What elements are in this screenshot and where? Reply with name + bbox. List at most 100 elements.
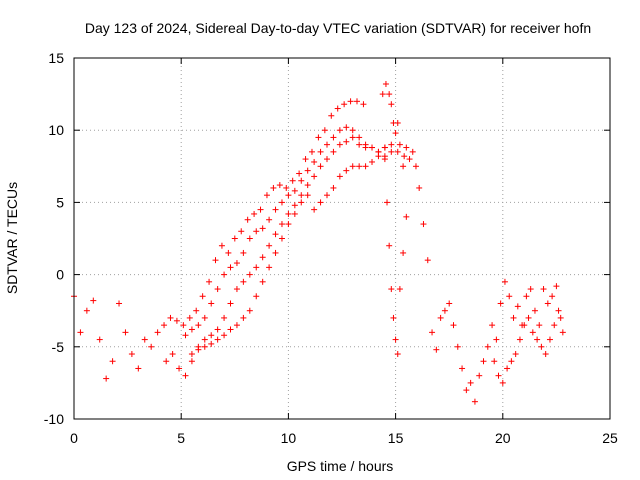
x-tick-label: 20: [495, 430, 511, 446]
data-point: [317, 199, 324, 206]
data-point: [396, 141, 403, 148]
data-point: [263, 192, 270, 199]
data-point: [278, 221, 285, 228]
data-point: [201, 336, 208, 343]
data-point: [463, 387, 470, 394]
data-point: [212, 257, 219, 264]
data-point: [259, 254, 266, 261]
data-point: [403, 213, 410, 220]
data-point: [182, 372, 189, 379]
data-point: [218, 242, 225, 249]
x-axis-label: GPS time / hours: [287, 458, 394, 474]
data-point: [384, 199, 391, 206]
data-point: [330, 184, 337, 191]
data-point: [285, 210, 292, 217]
data-point: [240, 278, 247, 285]
data-point: [148, 343, 155, 350]
data-point: [394, 148, 401, 155]
data-point: [272, 249, 279, 256]
data-point: [206, 278, 213, 285]
data-point: [394, 119, 401, 126]
data-point: [214, 286, 221, 293]
data-point: [225, 249, 232, 256]
data-point: [381, 144, 388, 151]
data-point: [454, 343, 461, 350]
data-point: [90, 297, 97, 304]
data-point: [251, 210, 258, 217]
grid: [74, 58, 610, 419]
data-point: [536, 322, 543, 329]
data-point: [542, 351, 549, 358]
data-point: [302, 156, 309, 163]
data-point: [233, 286, 240, 293]
data-point: [369, 144, 376, 151]
data-point: [246, 271, 253, 278]
y-tick-label: 10: [48, 122, 64, 138]
data-point: [467, 379, 474, 386]
data-point: [289, 177, 296, 184]
data-point: [394, 351, 401, 358]
data-point: [278, 199, 285, 206]
data-point: [253, 228, 260, 235]
plot-frame: [73, 57, 611, 420]
data-point: [343, 124, 350, 131]
data-point: [103, 375, 110, 382]
data-point: [163, 358, 170, 365]
data-point: [321, 127, 328, 134]
data-point: [291, 202, 298, 209]
axis-ticks: 0 5 10 15 20 25 -10 -5 0 5 10 15: [44, 50, 618, 446]
data-point: [424, 257, 431, 264]
data-point: [429, 329, 436, 336]
data-point: [516, 336, 523, 343]
series-0: [71, 98, 367, 382]
data-point: [433, 346, 440, 353]
data-point: [489, 322, 496, 329]
data-point: [221, 332, 228, 339]
data-point: [246, 307, 253, 314]
data-point: [523, 293, 530, 300]
data-point: [186, 314, 193, 321]
data-point: [356, 163, 363, 170]
data-point: [521, 322, 528, 329]
data-point: [388, 148, 395, 155]
data-point: [259, 225, 266, 232]
data-point: [555, 307, 562, 314]
data-point: [362, 144, 369, 151]
data-point: [360, 101, 367, 108]
y-tick-label: 0: [56, 267, 64, 283]
data-point: [323, 192, 330, 199]
data-point: [349, 163, 356, 170]
data-point: [272, 231, 279, 238]
data-point: [227, 264, 234, 271]
data-point: [412, 163, 419, 170]
data-point: [323, 156, 330, 163]
data-point: [420, 221, 427, 228]
data-point: [231, 235, 238, 242]
data-point: [388, 101, 395, 108]
data-point: [214, 336, 221, 343]
data-point: [122, 329, 129, 336]
data-point: [508, 358, 515, 365]
data-point: [167, 314, 174, 321]
data-point: [471, 398, 478, 405]
data-point: [240, 314, 247, 321]
data-point: [278, 235, 285, 242]
data-point: [240, 249, 247, 256]
data-point: [176, 365, 183, 372]
data-point: [96, 336, 103, 343]
data-point: [493, 336, 500, 343]
data-point: [272, 206, 279, 213]
data-point: [406, 156, 413, 163]
data-point: [336, 173, 343, 180]
data-point: [499, 379, 506, 386]
data-point: [296, 170, 303, 177]
data-point: [298, 199, 305, 206]
data-point: [193, 307, 200, 314]
data-point: [227, 300, 234, 307]
data-point: [201, 343, 208, 350]
data-point: [238, 228, 245, 235]
data-point: [154, 329, 161, 336]
data-point: [450, 322, 457, 329]
data-point: [546, 336, 553, 343]
data-point: [199, 293, 206, 300]
